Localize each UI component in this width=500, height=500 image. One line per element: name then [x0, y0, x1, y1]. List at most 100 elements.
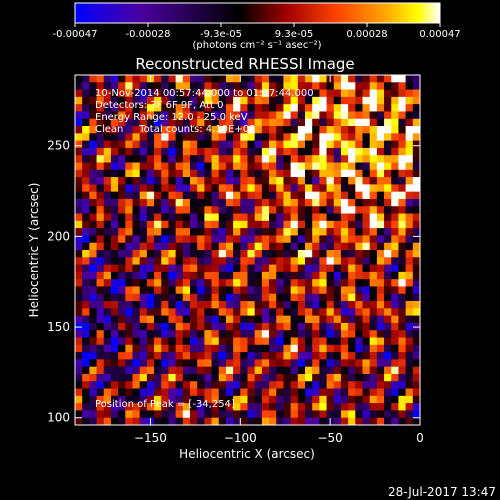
heatmap-cell: [197, 271, 205, 280]
heatmap-cell: [96, 315, 105, 324]
heatmap-cell: [103, 395, 112, 404]
heatmap-cell: [218, 352, 227, 360]
heatmap-cell: [103, 366, 112, 375]
heatmap-cell: [391, 133, 399, 141]
heatmap-cell: [355, 366, 363, 375]
heatmap-cell: [376, 315, 385, 324]
heatmap-cell: [369, 111, 378, 120]
heatmap-cell: [233, 257, 241, 265]
heatmap-cell: [319, 147, 327, 156]
heatmap-cell: [175, 330, 184, 338]
heatmap-cell: [161, 359, 169, 367]
heatmap-cell: [254, 133, 263, 141]
heatmap-cell: [276, 403, 284, 411]
heatmap-cell: [161, 315, 169, 324]
heatmap-cell: [211, 271, 220, 280]
heatmap-cell: [269, 403, 277, 411]
heatmap-cell: [204, 322, 212, 331]
heatmap-cell: [233, 82, 241, 90]
heatmap-cell: [132, 330, 140, 338]
heatmap-cell: [412, 206, 421, 214]
heatmap-cell: [398, 417, 406, 426]
heatmap-cell: [369, 279, 378, 287]
heatmap-cell: [384, 155, 392, 163]
heatmap-cell: [247, 315, 255, 324]
heatmap-cell: [218, 301, 227, 309]
heatmap-cell: [240, 330, 248, 338]
heatmap-cell: [211, 373, 220, 382]
heatmap-cell: [139, 169, 148, 178]
heatmap-cell: [103, 417, 112, 426]
heatmap-cell: [376, 147, 385, 156]
heatmap-cell: [405, 250, 414, 258]
heatmap-cell: [96, 322, 105, 331]
heatmap-cell: [312, 373, 320, 382]
heatmap-cell: [132, 96, 140, 105]
heatmap-cell: [305, 220, 313, 229]
heatmap-cell: [333, 235, 342, 244]
heatmap-cell: [276, 111, 284, 120]
heatmap-cell: [254, 191, 263, 200]
heatmap-cell: [297, 264, 306, 273]
heatmap-cell: [75, 359, 83, 367]
heatmap-cell: [362, 82, 370, 90]
heatmap-cell: [218, 250, 227, 258]
heatmap-cell: [132, 213, 140, 222]
heatmap-cell: [269, 315, 277, 324]
heatmap-cell: [225, 381, 234, 389]
heatmap-cell: [146, 264, 155, 273]
heatmap-cell: [197, 235, 205, 244]
heatmap-cell: [225, 228, 234, 236]
heatmap-cell: [132, 220, 140, 229]
heatmap-cell: [391, 352, 399, 360]
heatmap-cell: [190, 366, 198, 375]
heatmap-cell: [384, 118, 392, 127]
y-tick-label: 250: [47, 139, 70, 153]
heatmap-cell: [225, 184, 234, 192]
heatmap-cell: [290, 191, 299, 200]
heatmap-cell: [175, 235, 184, 244]
heatmap-cell: [161, 96, 169, 105]
heatmap-cell: [103, 257, 112, 265]
heatmap-cell: [75, 366, 83, 375]
heatmap-cell: [204, 330, 212, 338]
heatmap-cell: [269, 286, 277, 295]
heatmap-cell: [348, 257, 356, 265]
heatmap-cell: [276, 140, 284, 149]
heatmap-cell: [348, 315, 356, 324]
heatmap-cell: [276, 104, 284, 112]
heatmap-cell: [369, 293, 378, 302]
heatmap-cell: [362, 417, 370, 426]
heatmap-cell: [218, 395, 227, 404]
heatmap-cell: [369, 118, 378, 127]
heatmap-cell: [297, 271, 306, 280]
heatmap-cell: [297, 250, 306, 258]
heatmap-cell: [161, 228, 169, 236]
heatmap-cell: [405, 271, 414, 280]
heatmap-cell: [118, 315, 126, 324]
heatmap-cell: [412, 235, 421, 244]
heatmap-cell: [175, 359, 184, 367]
heatmap-cell: [247, 206, 255, 214]
heatmap-cell: [391, 286, 399, 295]
heatmap-cell: [168, 322, 176, 331]
heatmap-cell: [348, 308, 356, 316]
heatmap-cell: [305, 228, 313, 236]
heatmap-cell: [190, 337, 198, 346]
heatmap-cell: [96, 213, 105, 222]
heatmap-cell: [132, 403, 140, 411]
heatmap-cell: [118, 279, 126, 287]
heatmap-cell: [348, 82, 356, 90]
heatmap-cell: [175, 388, 184, 397]
heatmap-cell: [254, 410, 263, 419]
heatmap-cell: [182, 315, 191, 324]
heatmap-cell: [175, 140, 184, 149]
heatmap-cell: [412, 403, 421, 411]
heatmap-cell: [261, 228, 270, 236]
heatmap-cell: [75, 388, 83, 397]
heatmap-cell: [96, 220, 105, 229]
heatmap-cell: [405, 373, 414, 382]
heatmap-cell: [312, 366, 320, 375]
heatmap-cell: [283, 308, 291, 316]
heatmap-cell: [369, 198, 378, 207]
